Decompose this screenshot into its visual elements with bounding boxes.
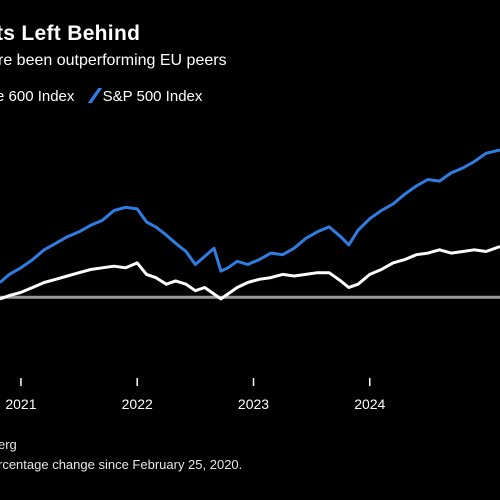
legend-label-stoxx: e 600 Index (0, 88, 75, 105)
chart-title: ts Left Behind (0, 22, 141, 45)
x-axis: 2021 2022 2023 2024 (5, 378, 386, 412)
x-tick-label: 2021 (5, 396, 36, 412)
series-layer (0, 148, 500, 301)
x-tick-label: 2024 (354, 396, 385, 412)
legend: e 600 Index S&P 500 Index (0, 88, 212, 105)
series-line-sp500 (0, 148, 500, 284)
legend-label-sp500: S&P 500 Index (102, 88, 203, 105)
series-line-stoxx (0, 245, 500, 301)
footnote: rcentage change since February 25, 2020. (0, 457, 243, 472)
legend-item-stoxx: e 600 Index (0, 88, 74, 105)
x-tick-label: 2022 (122, 396, 153, 412)
chart-subtitle: re been outperforming EU peers (0, 52, 227, 69)
legend-item-sp500: S&P 500 Index (87, 88, 203, 105)
x-tick-label: 2023 (238, 396, 269, 412)
source-note: erg (0, 437, 17, 452)
